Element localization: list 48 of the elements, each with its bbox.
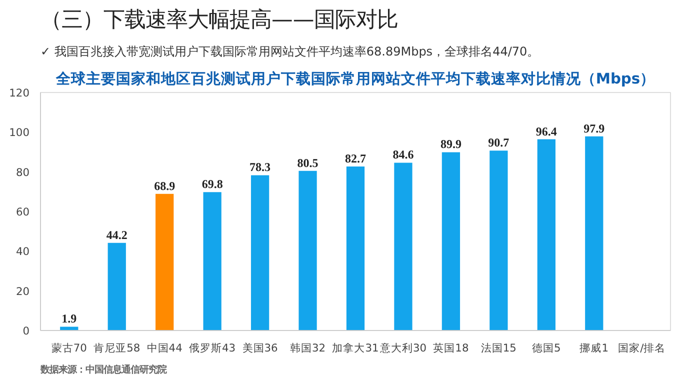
- x-tick-label: 蒙古70: [51, 342, 88, 354]
- data-label: 69.8: [202, 177, 223, 192]
- data-label: 82.7: [345, 151, 366, 166]
- data-label: 89.9: [440, 137, 462, 152]
- x-tick-label: 意大利30: [378, 342, 427, 354]
- data-label: 80.5: [297, 156, 318, 170]
- x-axis-title: 国家/排名: [618, 342, 666, 354]
- bar: [298, 170, 317, 330]
- data-label: 68.9: [154, 178, 176, 193]
- bar: [203, 192, 222, 330]
- bar: [346, 166, 365, 330]
- source-note: 数据来源：中国信息通信研究院: [40, 364, 166, 376]
- x-tick-label: 英国18: [433, 342, 469, 354]
- data-label: 78.3: [250, 160, 271, 174]
- data-label: 44.2: [106, 228, 128, 242]
- bar: [585, 136, 604, 330]
- bar: [490, 150, 508, 330]
- data-label: 97.9: [584, 121, 605, 136]
- y-tick-label: 20: [16, 284, 30, 298]
- y-tick-label: 60: [16, 206, 30, 218]
- x-tick-label: 法国15: [480, 342, 516, 354]
- bar: [108, 242, 126, 330]
- text: 全球主要国家和地区百兆测试用户下载国际常用网站文件平均下载速率对比情况（Mbps）: [54, 70, 656, 88]
- data-label: 1.9: [62, 312, 77, 326]
- bar: [250, 175, 270, 330]
- x-tick-label: 加拿大31: [332, 342, 379, 354]
- data-label: 90.7: [488, 136, 510, 150]
- bar: [394, 162, 412, 330]
- x-tick-label: 德国5: [532, 342, 561, 354]
- bar: [156, 194, 174, 330]
- x-tick-label: 挪威1: [580, 342, 609, 354]
- chart-subtitle: ✓ 我国百兆接入带宽测试用户下载国际常用网站文件平均速率68.89Mbps，全球排名44/70。: [40, 44, 540, 58]
- data-label: 84.6: [392, 148, 414, 162]
- chart-title: （三）下载速率大幅提高——国际对比: [40, 8, 398, 32]
- x-tick-label: 美国36: [242, 342, 278, 354]
- y-tick-label: 80: [16, 166, 30, 179]
- bar: [537, 139, 556, 330]
- data-label: 96.4: [536, 124, 557, 138]
- bar: [442, 152, 460, 330]
- x-tick-label: 韩国32: [290, 342, 326, 354]
- y-tick-label: 40: [16, 245, 30, 258]
- x-tick-label: 中国44: [146, 342, 183, 354]
- x-tick-label: 俄罗斯43: [189, 342, 236, 354]
- y-tick-label: 0: [22, 324, 30, 338]
- y-tick-label: 100: [9, 126, 30, 140]
- x-tick-label: 肯尼亚58: [94, 342, 140, 354]
- y-tick-label: 120: [9, 86, 30, 100]
- bar: [60, 326, 78, 330]
